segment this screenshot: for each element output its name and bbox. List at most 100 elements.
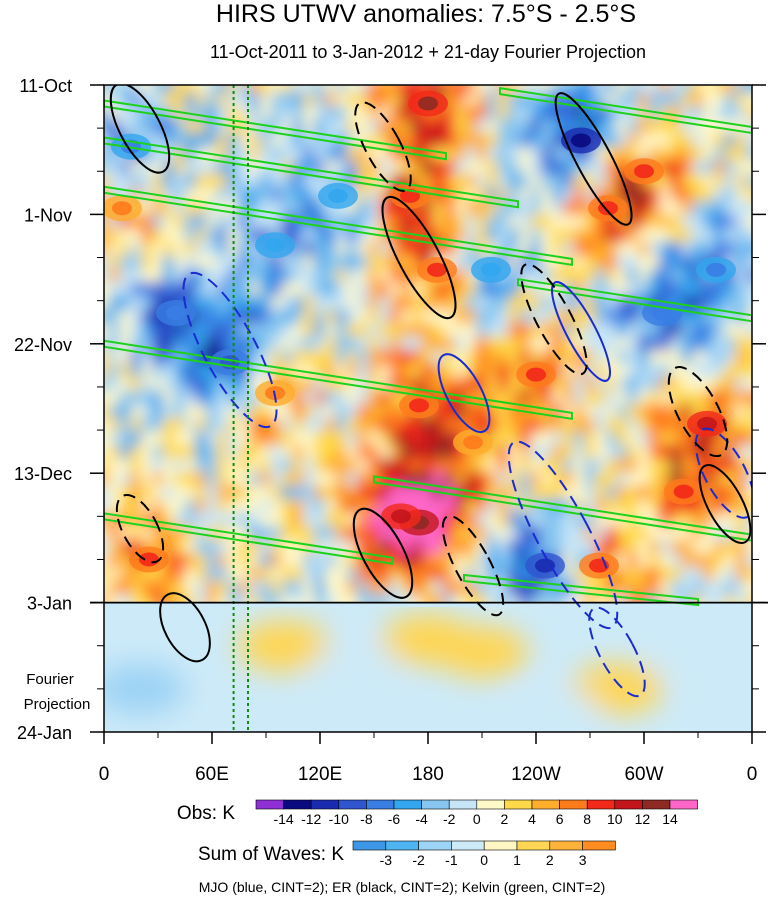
obs-cell [616, 228, 631, 243]
obs-cell [281, 187, 296, 202]
obs-cell [249, 580, 264, 595]
colorbar-swatch [448, 799, 478, 810]
obs-cell [584, 445, 598, 460]
obs-cell [746, 350, 752, 365]
obs-cell [562, 458, 577, 473]
obs-cell [162, 173, 177, 188]
obs-cell [400, 485, 415, 500]
obs-cell [314, 295, 328, 310]
obs-cell [104, 445, 112, 460]
obs-cell [249, 417, 264, 432]
obs-cell [141, 119, 156, 134]
obs-cell [454, 458, 469, 473]
obs-cell [605, 499, 620, 514]
obs-cell [378, 85, 393, 93]
obs-cell [173, 594, 188, 603]
obs-cell [486, 92, 501, 107]
obs-cell [746, 390, 752, 405]
obs-cell [638, 499, 652, 514]
obs-cell [292, 92, 307, 107]
obs-cell [659, 512, 674, 527]
obs-cell [195, 255, 210, 270]
obs-cell [335, 567, 350, 582]
obs-cell [530, 336, 544, 351]
obs-cell [303, 336, 318, 351]
obs-cell [702, 241, 717, 256]
obs-cell [476, 214, 490, 229]
obs-cell [616, 404, 631, 419]
obs-cell [486, 350, 501, 365]
obs-cell [346, 85, 361, 93]
obs-cell [184, 404, 199, 419]
obs-cell [692, 350, 706, 365]
obs-cell [573, 106, 588, 121]
obs-cell [346, 390, 361, 405]
obs-cell [162, 323, 177, 338]
obs-cell [216, 85, 231, 93]
obs-cell [638, 85, 652, 93]
obs-cell [638, 445, 652, 460]
obs-cell [497, 445, 512, 460]
obs-cell [746, 160, 752, 175]
y-tick-label: 13-Dec [14, 464, 72, 484]
obs-cell [508, 417, 523, 432]
obs-cell [270, 255, 285, 270]
obs-cell [346, 499, 361, 514]
obs-cell [540, 268, 555, 283]
obs-cell [324, 282, 339, 297]
obs-cell [584, 295, 598, 310]
obs-cell [389, 160, 404, 175]
obs-cell [638, 377, 652, 392]
obs-cell [659, 214, 674, 229]
y-tick-label: 1-Nov [24, 205, 72, 225]
obs-cell [681, 160, 696, 175]
projection-label-line1: Fourier [26, 671, 74, 688]
obs-cell [692, 173, 706, 188]
obs-cell [638, 458, 652, 473]
obs-cell [627, 526, 642, 541]
obs-cell [400, 133, 415, 148]
obs-cell [584, 377, 598, 392]
obs-cell [260, 567, 274, 582]
obs-cell [648, 92, 663, 107]
obs-cell [724, 173, 739, 188]
obs-cell [270, 201, 285, 216]
obs-cell [378, 350, 393, 365]
obs-cell [411, 119, 426, 134]
obs-cell [713, 594, 728, 603]
obs-cell [476, 363, 490, 378]
obs-extreme-core [526, 367, 546, 382]
waves-colorbar-label: Sum of Waves: K [198, 844, 344, 865]
obs-cell [195, 282, 210, 297]
obs-cell [692, 539, 706, 554]
obs-cell [324, 431, 339, 446]
obs-cell [508, 119, 523, 134]
obs-cell [605, 173, 620, 188]
obs-cell [411, 363, 426, 378]
obs-cell [249, 404, 264, 419]
obs-cell [162, 580, 177, 595]
obs-cell [195, 173, 210, 188]
obs-cell [724, 187, 739, 202]
obs-cell [476, 92, 490, 107]
obs-cell [292, 499, 307, 514]
obs-cell [335, 472, 350, 487]
obs-cell [324, 228, 339, 243]
obs-cell [530, 173, 544, 188]
obs-cell [443, 201, 458, 216]
obs-cell [104, 323, 112, 338]
colorbar-swatch [516, 840, 551, 851]
obs-cell [681, 133, 696, 148]
obs-cell [346, 350, 361, 365]
obs-cell [530, 146, 544, 161]
obs-cell [616, 445, 631, 460]
obs-cell [432, 445, 447, 460]
obs-cell [104, 106, 112, 121]
obs-cell [216, 458, 231, 473]
obs-cell [292, 580, 307, 595]
obs-cell [735, 255, 750, 270]
obs-cell [465, 336, 480, 351]
obs-cell [303, 187, 318, 202]
obs-cell [216, 431, 231, 446]
obs-cell [702, 567, 717, 582]
